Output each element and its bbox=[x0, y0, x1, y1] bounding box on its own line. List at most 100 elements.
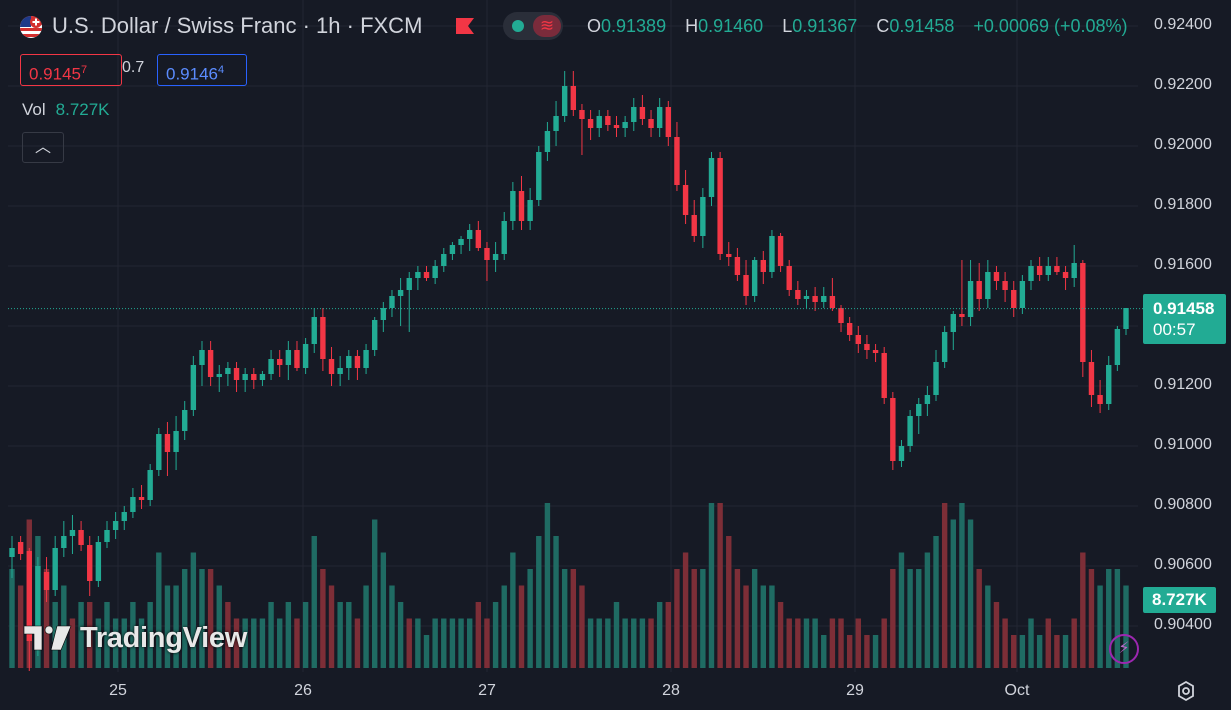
volume-bar bbox=[821, 635, 827, 668]
volume-bar bbox=[242, 618, 248, 668]
volume-bar bbox=[1071, 618, 1077, 668]
ohlc-readout: O0.91389 H0.91460 L0.91367 C0.91458 +0.0… bbox=[587, 16, 1128, 36]
market-open-dot-icon bbox=[512, 20, 524, 32]
volume-bar bbox=[881, 618, 887, 668]
symbol-title[interactable]: U.S. Dollar / Swiss Franc · 1h · FXCM bbox=[52, 13, 423, 38]
time-tick-label: 29 bbox=[846, 682, 864, 699]
price-tick-label: 0.91000 bbox=[1154, 436, 1212, 453]
volume-bar bbox=[985, 585, 991, 668]
volume-bar bbox=[1123, 585, 1129, 668]
price-tick-label: 0.92400 bbox=[1154, 16, 1212, 33]
volume-bar bbox=[527, 569, 533, 668]
sell-button[interactable]: 0.91457 bbox=[20, 54, 122, 86]
candle-body bbox=[907, 416, 913, 446]
volume-bar bbox=[872, 635, 879, 668]
volume-bar bbox=[1114, 569, 1121, 668]
candle-body bbox=[1080, 263, 1086, 362]
volume-bar bbox=[967, 519, 974, 668]
candle-body bbox=[337, 368, 343, 374]
candle-body bbox=[700, 197, 706, 236]
market-status-toggle[interactable]: ≋ bbox=[503, 12, 563, 40]
time-tick-label: Oct bbox=[1004, 682, 1030, 699]
candle-body bbox=[1071, 263, 1077, 278]
candle-body bbox=[726, 254, 732, 257]
volume-bar bbox=[259, 618, 266, 668]
candle-body bbox=[1002, 281, 1008, 290]
volume-bar bbox=[855, 618, 861, 668]
volume-bar bbox=[311, 536, 317, 668]
candle-body bbox=[328, 359, 335, 374]
volume-bar bbox=[907, 569, 913, 668]
volume-bar bbox=[475, 602, 482, 668]
candle-body bbox=[415, 272, 421, 278]
market-closed-flag-icon[interactable] bbox=[456, 18, 474, 34]
candle-body bbox=[656, 107, 663, 128]
volume-bar bbox=[708, 503, 715, 668]
candle-body bbox=[950, 314, 956, 332]
candle-body bbox=[147, 470, 153, 500]
volume-bar bbox=[605, 618, 611, 668]
current-price-label: 0.91458 00:57 bbox=[1143, 294, 1226, 344]
volume-bar bbox=[1062, 635, 1069, 668]
candle-body bbox=[61, 536, 67, 548]
volume-bar bbox=[665, 602, 672, 668]
lightning-icon[interactable]: ⚡ bbox=[1109, 634, 1139, 664]
volume-legend[interactable]: Vol 8.727K bbox=[22, 100, 110, 119]
volume-bar bbox=[795, 618, 801, 668]
volume-bar bbox=[216, 585, 222, 668]
candle-body bbox=[466, 230, 473, 239]
candle-body bbox=[605, 116, 611, 125]
candle-body bbox=[821, 296, 827, 302]
collapse-legend-button[interactable]: ︿ bbox=[22, 132, 64, 163]
volume-bar bbox=[294, 618, 300, 668]
volume-bar bbox=[251, 618, 257, 668]
candle-body bbox=[829, 296, 836, 308]
candle-body bbox=[682, 185, 689, 215]
volume-bar bbox=[17, 585, 24, 668]
volume-bar bbox=[130, 602, 136, 668]
volume-bar bbox=[993, 602, 1000, 668]
volume-bar bbox=[682, 552, 689, 668]
volume-bar bbox=[579, 585, 585, 668]
candle-body bbox=[510, 191, 516, 221]
candle-body bbox=[268, 359, 274, 374]
candle-body bbox=[294, 350, 300, 368]
volume-bar bbox=[320, 569, 326, 668]
candle-body bbox=[1036, 266, 1043, 275]
price-tick-label: 0.91600 bbox=[1154, 256, 1212, 273]
candle-body bbox=[1123, 308, 1129, 329]
chevron-up-icon: ︿ bbox=[34, 139, 51, 156]
volume-bar bbox=[432, 618, 438, 668]
candle-body bbox=[69, 530, 76, 536]
volume-bar bbox=[1106, 569, 1112, 668]
candle-body bbox=[233, 368, 240, 380]
volume-bar bbox=[138, 618, 145, 668]
candle-body bbox=[795, 290, 801, 299]
volume-bar bbox=[415, 618, 421, 668]
volume-bar bbox=[518, 585, 525, 668]
candle-body bbox=[587, 119, 594, 128]
candle-body bbox=[872, 350, 879, 353]
price-tick-label: 0.90600 bbox=[1154, 556, 1212, 573]
candle-body bbox=[251, 374, 257, 380]
tradingview-logo[interactable]: TradingView bbox=[23, 620, 247, 656]
volume-bar bbox=[397, 602, 404, 668]
time-tick-label: 27 bbox=[478, 682, 496, 699]
price-tick-label: 0.90800 bbox=[1154, 496, 1212, 513]
candle-body bbox=[743, 275, 749, 296]
volume-bar bbox=[225, 602, 231, 668]
candle-body bbox=[708, 158, 715, 197]
buy-button[interactable]: 0.91464 bbox=[157, 54, 247, 86]
volume-bar bbox=[622, 618, 628, 668]
candle-body bbox=[320, 317, 326, 359]
candle-body bbox=[631, 107, 637, 122]
candle-body bbox=[1106, 365, 1112, 404]
candle-body bbox=[579, 110, 585, 119]
candle-body bbox=[346, 356, 352, 368]
volume-bar bbox=[1036, 635, 1043, 668]
volume-bar bbox=[553, 536, 559, 668]
volume-bar bbox=[1054, 635, 1060, 668]
gear-icon[interactable] bbox=[1174, 679, 1198, 703]
change-value: +0.00069 (+0.08%) bbox=[973, 16, 1128, 36]
